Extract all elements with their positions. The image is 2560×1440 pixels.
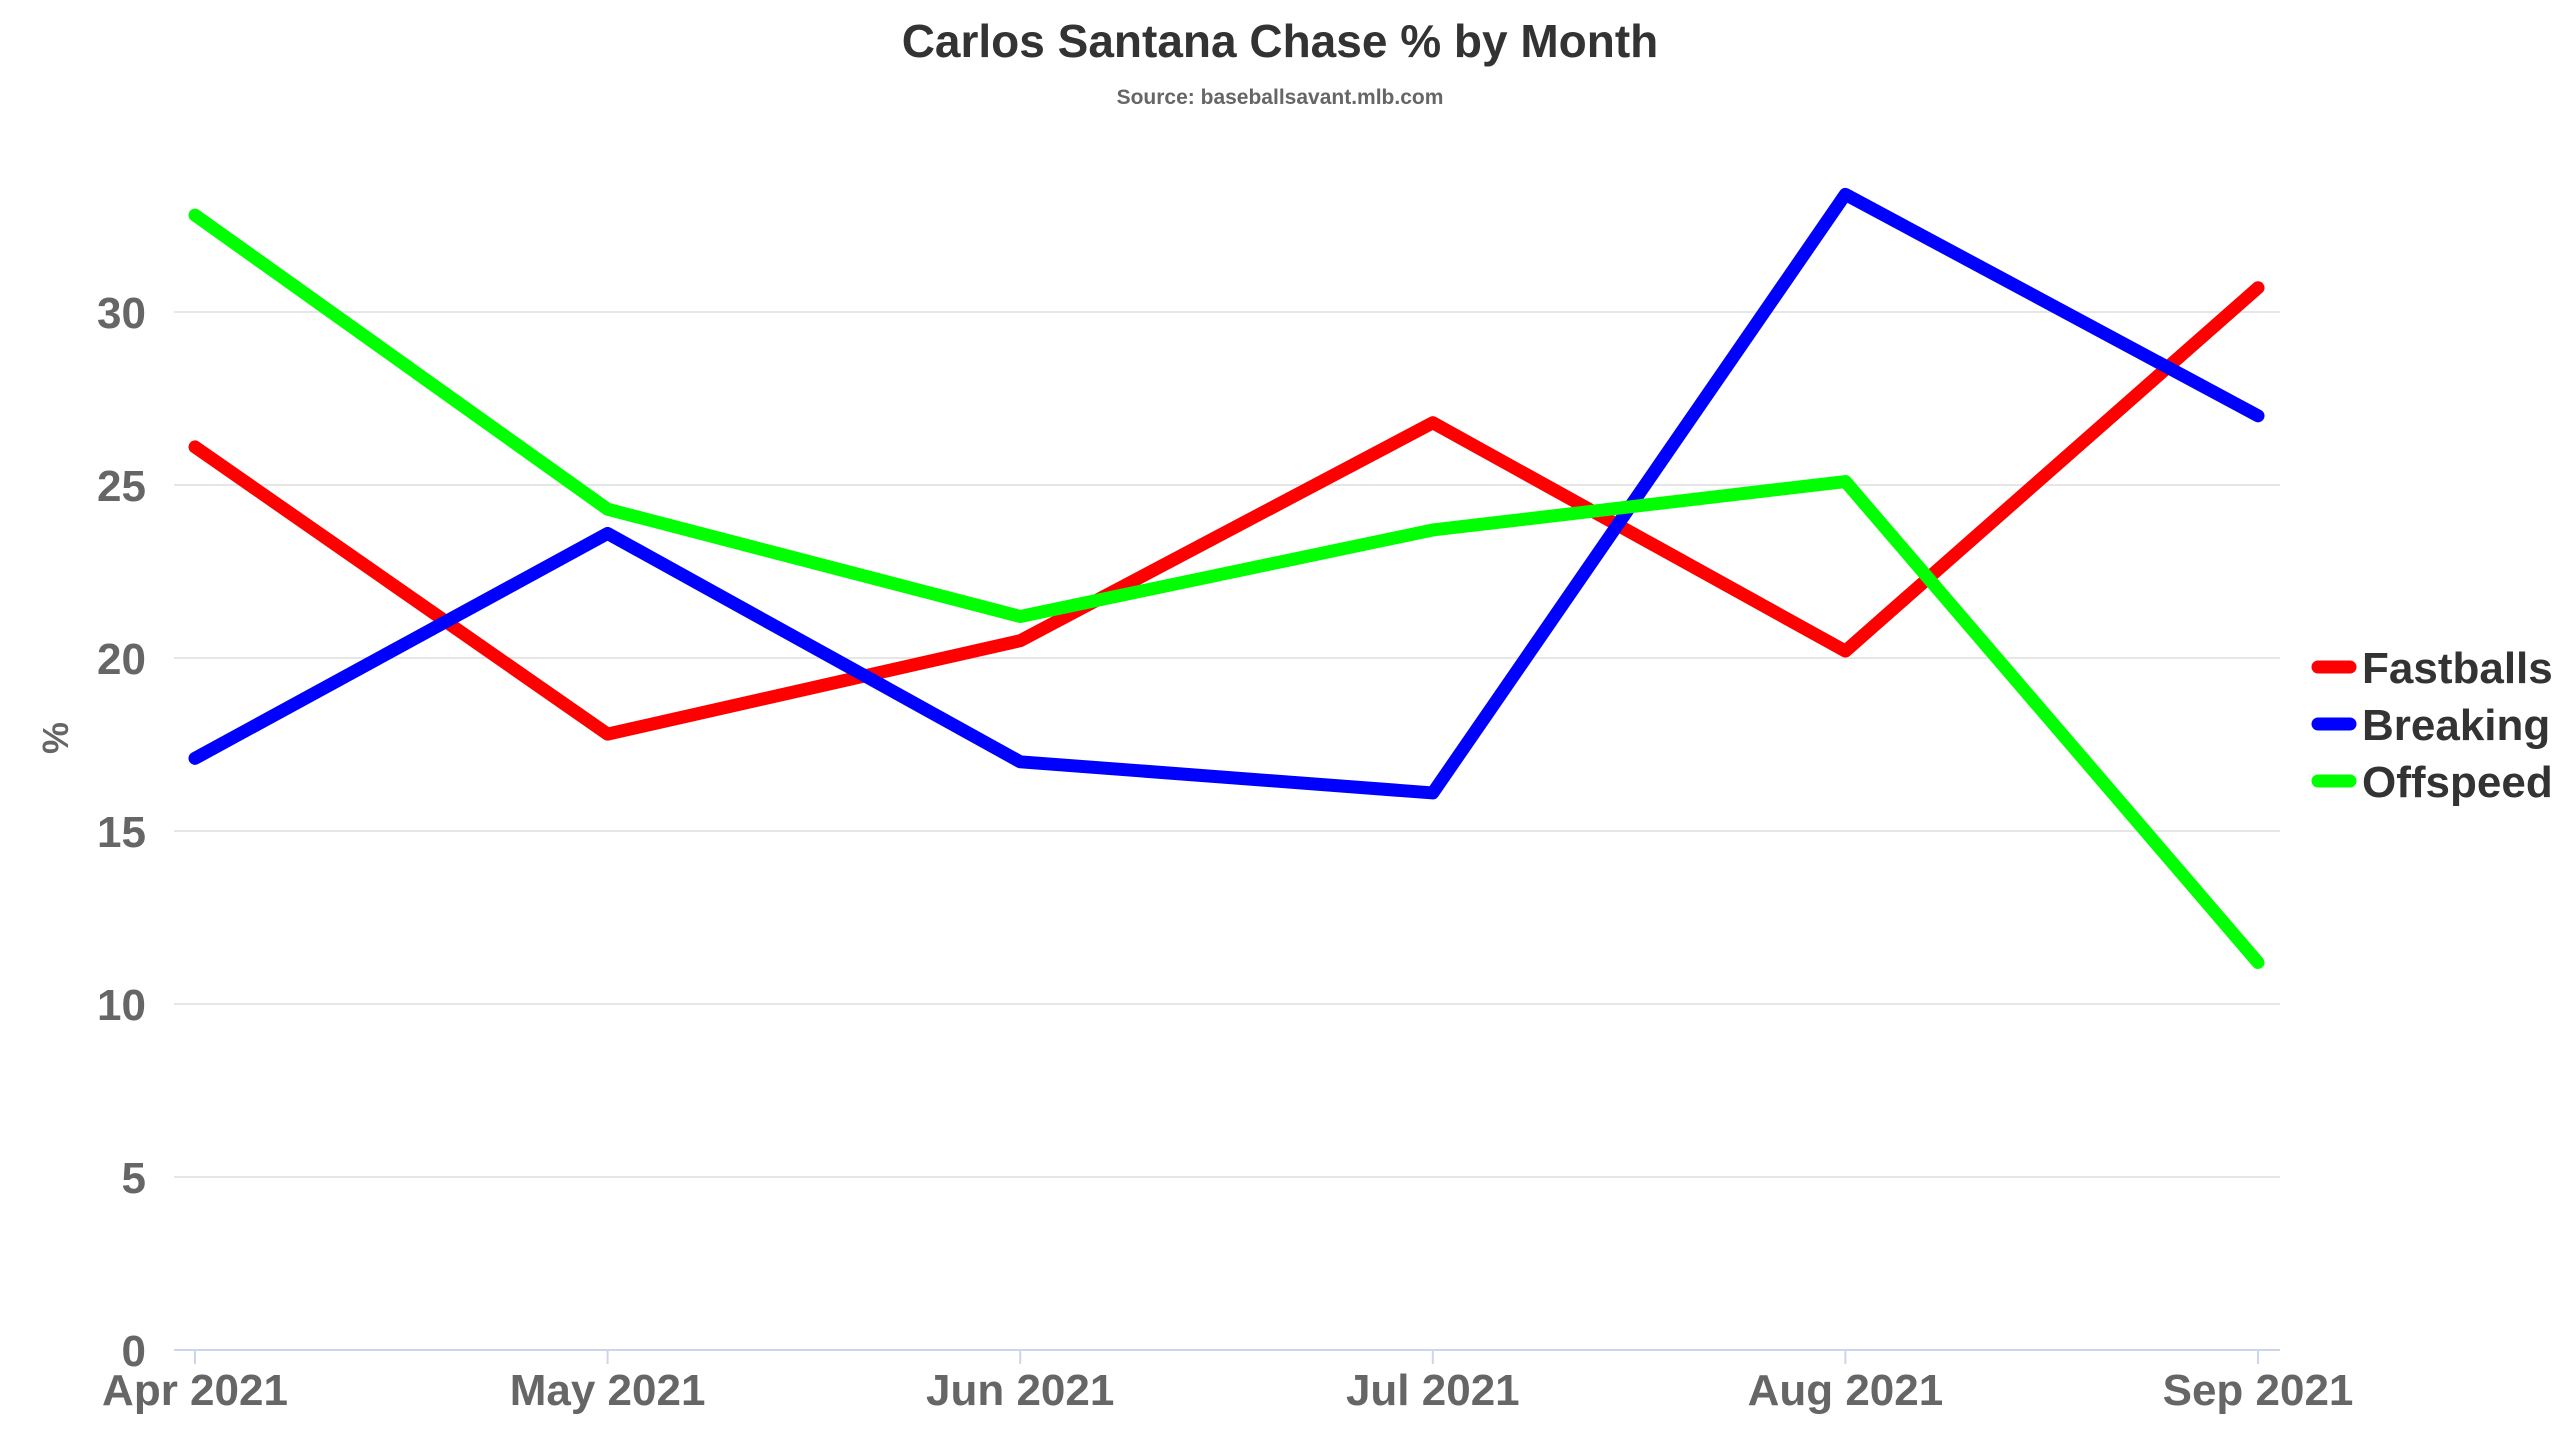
chart-title: Carlos Santana Chase % by Month [902, 15, 1659, 67]
legend-label: Offspeed [2362, 758, 2553, 807]
x-tick-label: Sep 2021 [2163, 1366, 2354, 1415]
x-tick-label: Apr 2021 [102, 1366, 288, 1415]
chart-subtitle: Source: baseballsavant.mlb.com [1117, 86, 1444, 109]
legend-item-fastballs[interactable]: Fastballs [2311, 644, 2553, 693]
y-tick-label: 20 [97, 635, 146, 684]
legend-item-offspeed[interactable]: Offspeed [2311, 758, 2553, 807]
y-tick-label: 15 [97, 808, 146, 857]
x-tick-label: Jul 2021 [1346, 1366, 1520, 1415]
series-line-breaking[interactable] [188, 187, 2265, 800]
legend-item-breaking[interactable]: Breaking [2311, 701, 2550, 750]
series-line-fastballs[interactable] [188, 281, 2265, 741]
axis-layer: 0 5 10 15 20 25 30 Apr 2021 May 2021 Jun 2021 Jul … [97, 289, 2353, 1415]
x-tick-label: Jun 2021 [926, 1366, 1114, 1415]
y-tick-label: 30 [97, 289, 146, 338]
x-tick-label: Aug 2021 [1748, 1366, 1944, 1415]
y-tick-label: 0 [122, 1327, 146, 1376]
y-tick-label: 10 [97, 981, 146, 1030]
y-tick-label: 5 [122, 1154, 146, 1203]
series-layer [188, 187, 2265, 969]
y-tick-label: 25 [97, 462, 146, 511]
legend-label: Breaking [2362, 701, 2550, 750]
series-line-offspeed[interactable] [188, 208, 2265, 969]
legend-label: Fastballs [2362, 644, 2553, 693]
y-axis-label: % [35, 722, 76, 754]
grid-layer [174, 311, 2280, 1178]
legend[interactable]: Fastballs Breaking Offspeed [2311, 644, 2553, 807]
x-tick-label: May 2021 [510, 1366, 706, 1415]
